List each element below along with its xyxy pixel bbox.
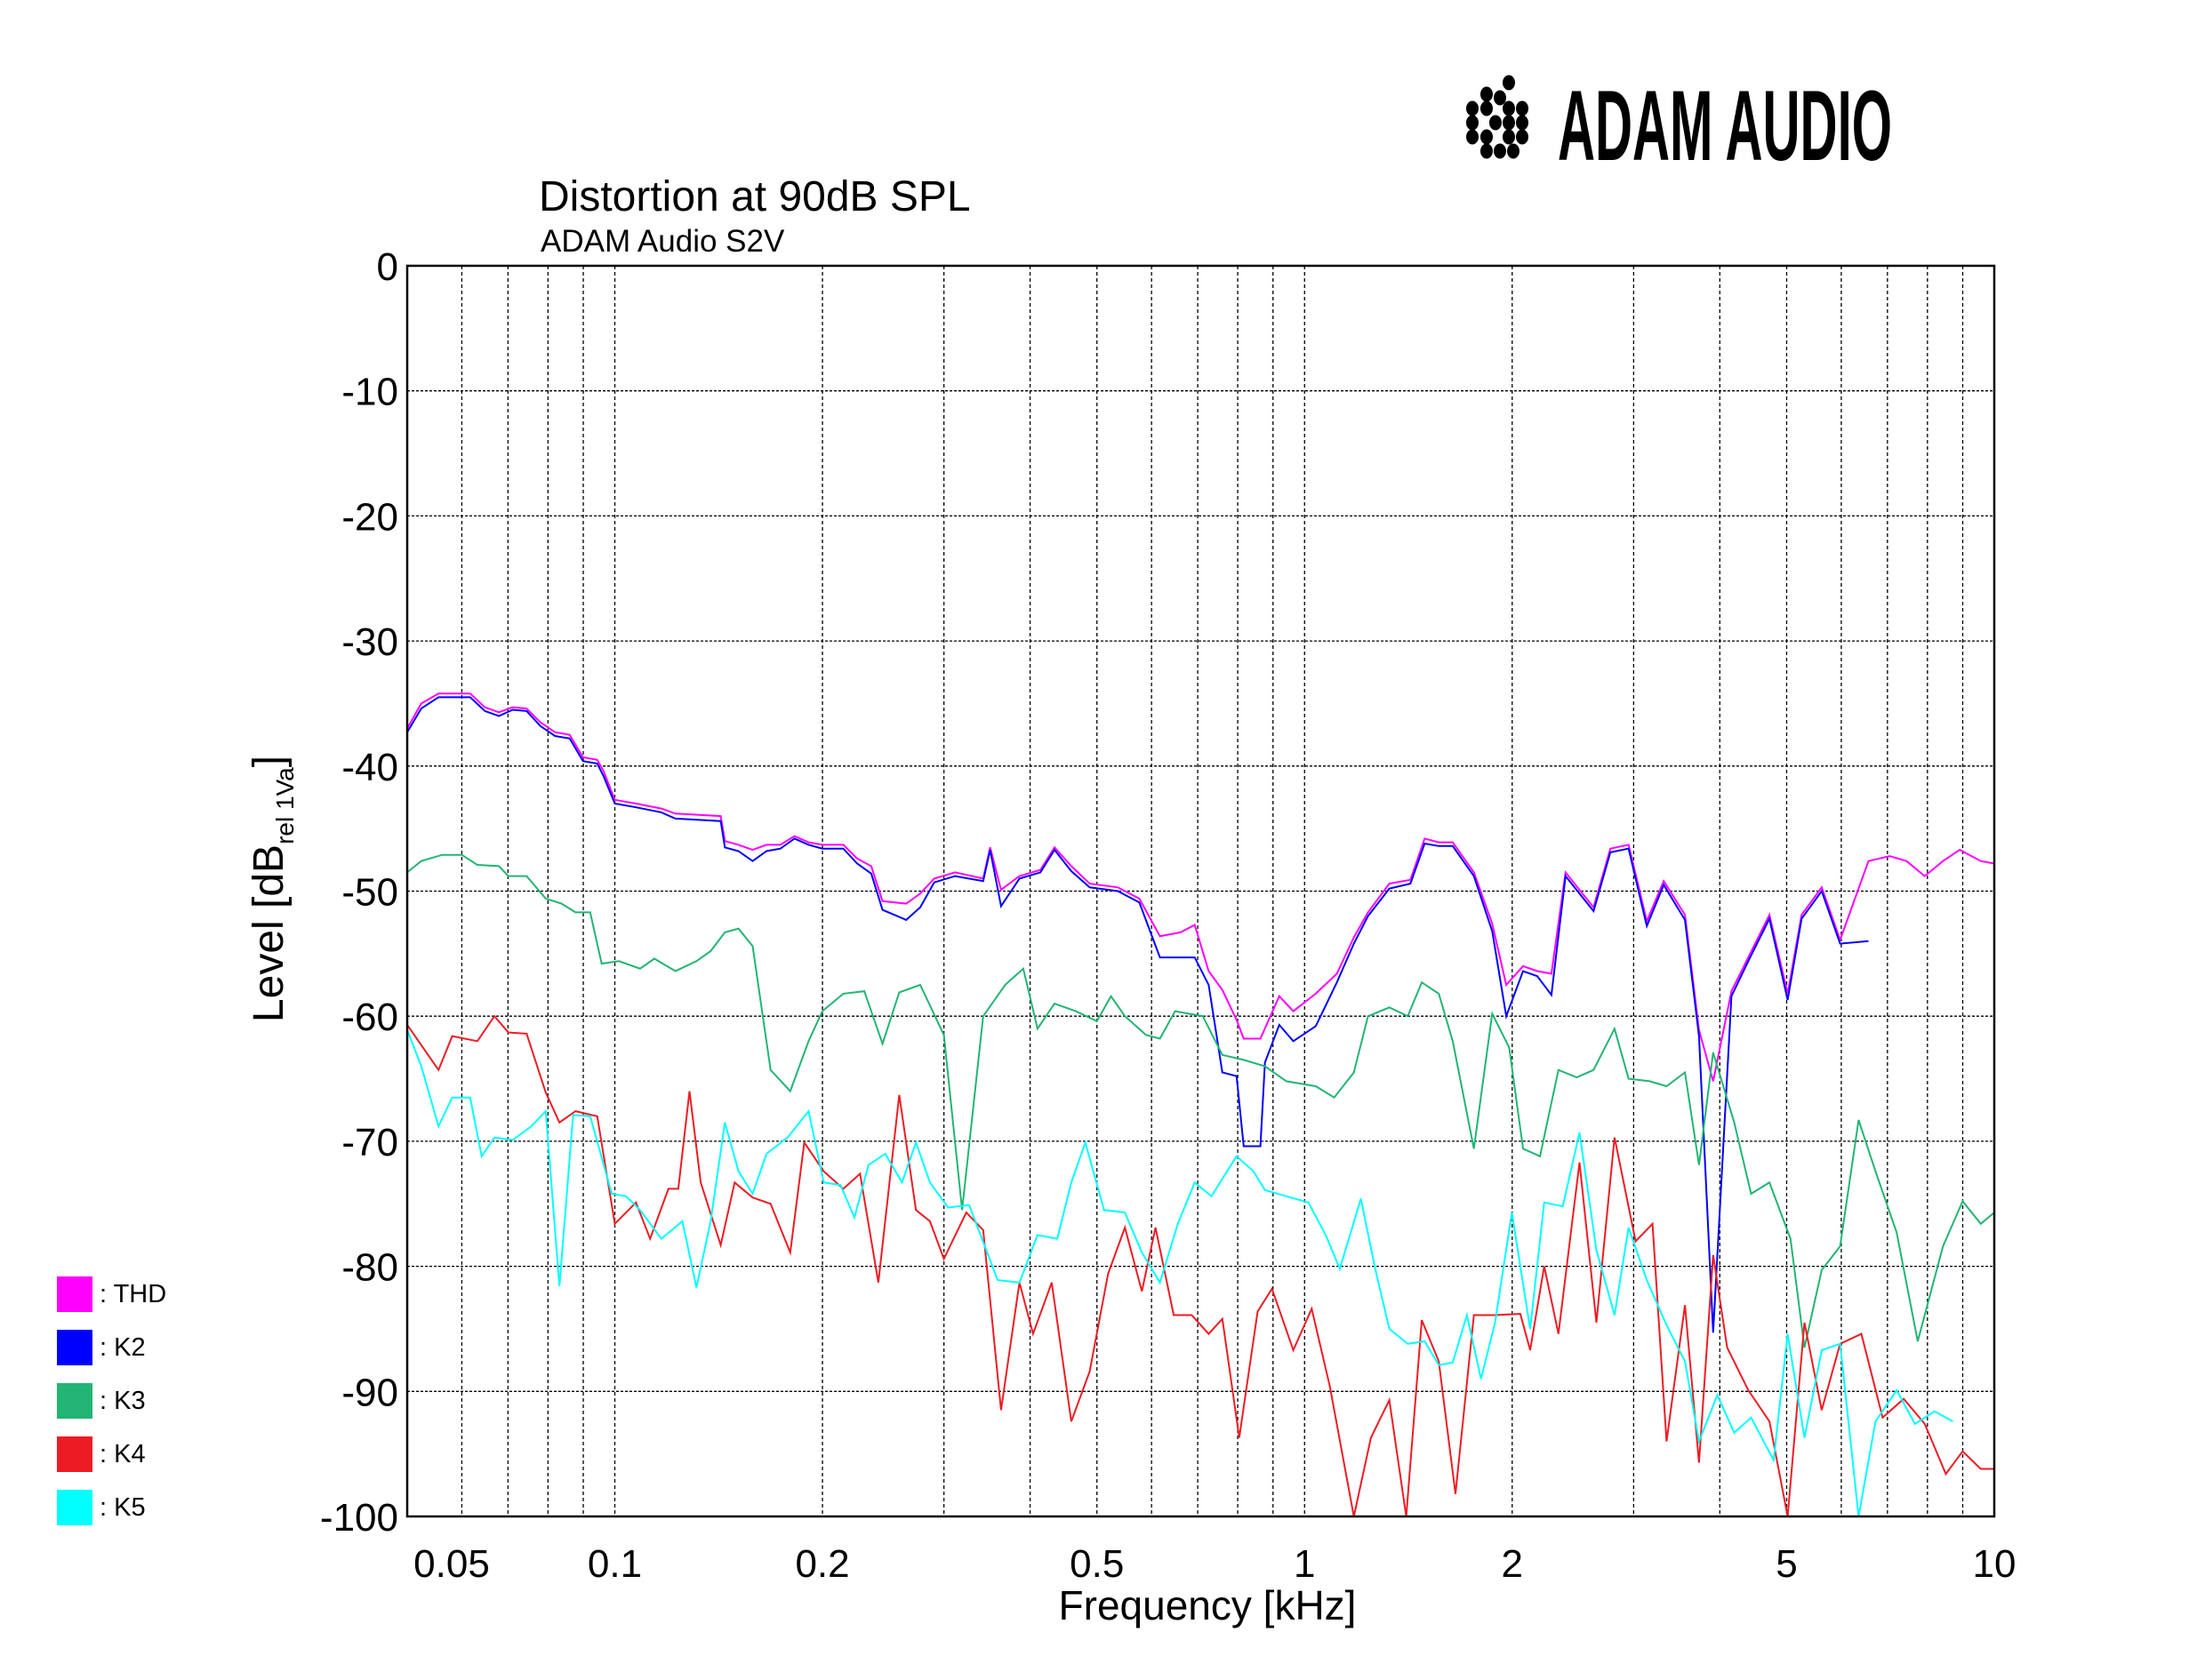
series-line-k3	[407, 853, 1994, 1348]
logo-dot	[1503, 75, 1515, 91]
legend-label: : K2	[100, 1332, 146, 1362]
x-tick-label: 0.05	[413, 1542, 490, 1586]
y-tick-label: -30	[341, 620, 398, 664]
logo-dot	[1494, 90, 1506, 106]
y-tick-label: -90	[341, 1371, 398, 1414]
legend-label: : K5	[100, 1492, 146, 1522]
x-tick-label: 0.5	[1070, 1542, 1124, 1586]
grid	[407, 266, 1994, 1516]
legend-swatch	[57, 1276, 92, 1312]
series-line-k2	[407, 696, 1869, 1333]
logo-dot	[1480, 86, 1493, 102]
y-tick-label: -70	[341, 1121, 398, 1164]
logo-dot	[1503, 115, 1515, 131]
x-tick-label: 0.1	[588, 1542, 642, 1586]
legend-item-k4: : K4	[57, 1436, 166, 1472]
legend-label: : K3	[100, 1386, 146, 1415]
legend-swatch	[57, 1436, 92, 1472]
series-line-k5	[407, 1029, 1953, 1516]
logo-dot	[1466, 115, 1479, 131]
x-axis-label: Frequency [kHz]	[1059, 1582, 1357, 1628]
adam-audio-logo: ADAM AUDIO	[1466, 70, 1892, 181]
chart-subtitle: ADAM Audio S2V	[541, 224, 785, 259]
legend-item-thd: : THD	[57, 1276, 166, 1312]
y-tick-label: -60	[341, 996, 398, 1039]
legend-label: : THD	[100, 1279, 167, 1308]
legend-item-k3: : K3	[57, 1383, 166, 1419]
logo-dot	[1507, 143, 1519, 159]
y-tick-label: -80	[341, 1246, 398, 1290]
y-axis-label-end: ]	[245, 756, 293, 767]
x-tick-label: 5	[1776, 1542, 1797, 1586]
x-tick-label: 2	[1502, 1542, 1523, 1586]
x-axis-ticks: 0.05 0.1 0.2 0.5 1 2 5 10	[413, 1542, 2016, 1586]
y-tick-label: -10	[341, 371, 398, 414]
logo-dot	[1466, 100, 1479, 116]
series-line-k4	[407, 1014, 1994, 1516]
legend-label: : K4	[100, 1439, 146, 1468]
logo-dot	[1489, 115, 1502, 131]
logo-wordmark: ADAM AUDIO	[1558, 70, 1892, 181]
y-axis-label-sub: rel 1Va	[271, 767, 299, 844]
logo-dot	[1480, 100, 1493, 116]
legend-swatch	[57, 1490, 92, 1525]
y-tick-label: -100	[320, 1496, 398, 1540]
y-axis-label-main: Level [dB	[245, 844, 293, 1022]
legend-swatch	[57, 1330, 92, 1365]
logo-dot	[1516, 100, 1528, 116]
legend-item-k2: : K2	[57, 1330, 166, 1365]
logo-dots-icon	[1466, 75, 1528, 159]
x-tick-label: 1	[1294, 1542, 1315, 1586]
series-group	[407, 692, 1994, 1516]
logo-dot	[1516, 115, 1528, 131]
y-tick-label: -20	[341, 495, 398, 539]
logo-dot	[1466, 129, 1479, 145]
y-tick-label: 0	[377, 245, 398, 289]
logo-dot	[1503, 100, 1515, 116]
logo-dot	[1494, 143, 1506, 159]
x-tick-label: 0.2	[795, 1542, 849, 1586]
series-line-thd	[407, 692, 1994, 1082]
legend-swatch	[57, 1383, 92, 1419]
x-tick-label: 10	[1973, 1542, 2017, 1586]
logo-dot	[1480, 143, 1493, 159]
legend: : THD : K2 : K3 : K4 : K5	[57, 1276, 166, 1543]
y-tick-label: -50	[341, 871, 398, 915]
logo-dot	[1480, 129, 1493, 145]
logo-dot	[1503, 129, 1515, 145]
chart-title: Distortion at 90dB SPL	[539, 173, 971, 220]
y-axis-ticks: 0 -10 -20 -30 -40 -50 -60 -70 -80 -90 -100	[320, 245, 398, 1540]
logo-dot	[1516, 129, 1528, 145]
legend-item-k5: : K5	[57, 1490, 166, 1525]
y-axis-label: Level [dBrel 1Va]	[245, 756, 299, 1022]
plot-frame	[405, 264, 1996, 1518]
y-tick-label: -40	[341, 746, 398, 789]
